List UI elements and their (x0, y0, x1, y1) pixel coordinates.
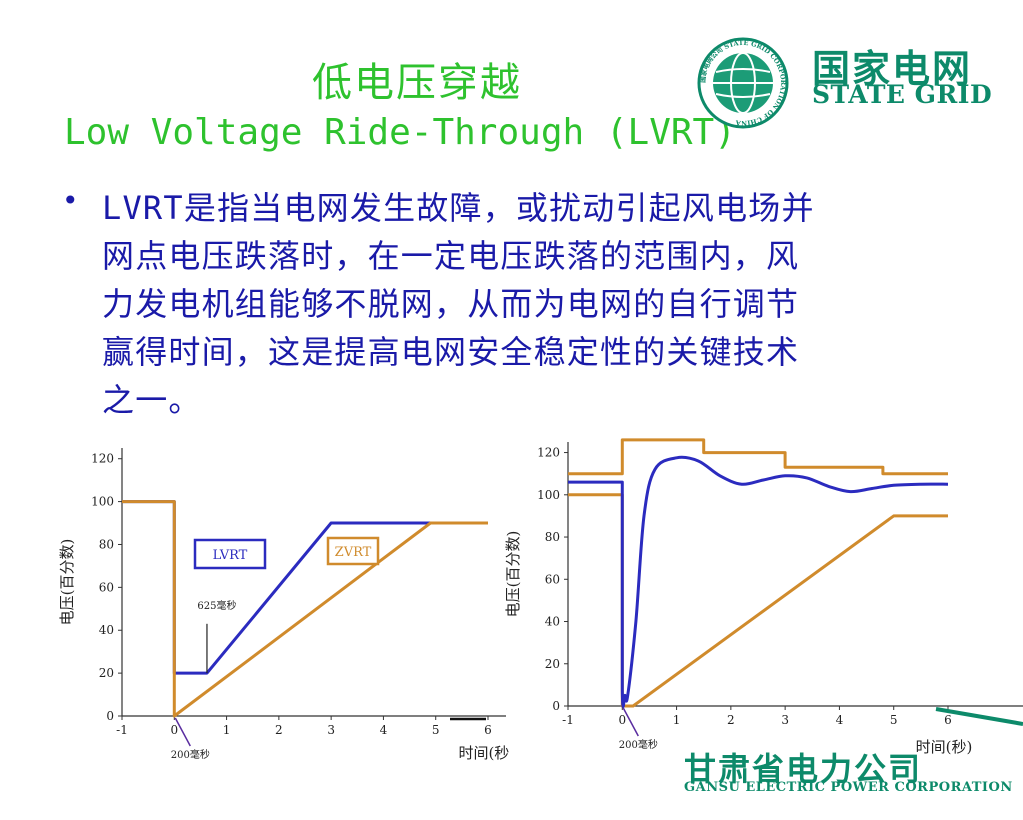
y-tick-label: 0 (552, 699, 560, 713)
annotation-leader (174, 717, 191, 747)
y-axis-label: 电压(百分数) (504, 531, 522, 618)
y-tick-label: 80 (545, 530, 560, 544)
bullet-text: LVRT是指当电网发生故障，或扰动引起风电场并 网点电压跌落时，在一定电压跌落的… (102, 184, 962, 424)
y-tick-label: 40 (99, 623, 114, 637)
gansu-company-name-chinese: 甘肃省电力公司 (684, 750, 923, 788)
legend-box-lvrt (193, 538, 267, 570)
slide-title-english: Low Voltage Ride-Through (LVRT) (64, 112, 736, 153)
annotation-625ms: 625毫秒 (197, 599, 236, 612)
y-tick-label: 80 (99, 537, 114, 551)
x-tick-label: -1 (562, 713, 574, 727)
y-tick-label: 40 (545, 615, 560, 629)
body-line: 力发电机组能够不脱网，从而为电网的自行调节 (102, 285, 800, 323)
x-tick-label: 4 (836, 713, 844, 727)
slide-title-chinese: 低电压穿越 (312, 60, 522, 106)
annotation-200ms: 200毫秒 (619, 738, 658, 751)
y-tick-label: 20 (99, 666, 114, 680)
y-axis-label: 电压(百分数) (58, 539, 76, 626)
x-tick-label: -1 (116, 723, 128, 737)
x-tick-label: 6 (484, 723, 492, 737)
y-tick-label: 100 (91, 495, 114, 509)
annotation-leader (622, 707, 639, 737)
x-tick-label: 5 (432, 723, 440, 737)
x-tick-label: 1 (673, 713, 681, 727)
x-tick-label: 2 (727, 713, 735, 727)
legend-label-lvrt: LVRT (213, 548, 248, 563)
bullet-marker: • (62, 184, 79, 217)
y-tick-label: 0 (106, 709, 114, 723)
gansu-company-name-english: GANSU ELECTRIC POWER CORPORATION (684, 780, 1013, 795)
body-line: 赢得时间，这是提高电网安全稳定性的关键技术 (102, 333, 800, 371)
x-axis-label: 时间(秒) (458, 744, 510, 762)
body-line: 网点电压跌落时，在一定电压跌落的范围内，风 (102, 237, 800, 275)
body-line: LVRT是指当电网发生故障，或扰动引起风电场并 (102, 189, 815, 227)
x-tick-label: 0 (618, 713, 626, 727)
y-tick-label: 60 (545, 572, 560, 586)
state-grid-globe-logo: 国家电网公司 STATE GRID CORPORATION OF CHINA (697, 37, 789, 129)
x-tick-label: 3 (327, 723, 335, 737)
series-line-zvrt (122, 500, 488, 718)
x-tick-label: 4 (380, 723, 388, 737)
legend-box-zvrt (326, 536, 380, 566)
x-tick-label: 1 (223, 723, 231, 737)
series-line-series-2 (568, 455, 949, 708)
series-line-lvrt (122, 500, 431, 675)
footer-stripe (935, 707, 1023, 726)
x-tick-label: 2 (275, 723, 283, 737)
state-grid-name-chinese: 国家电网 (812, 47, 973, 91)
body-line: 之一。 (102, 381, 202, 419)
legend-label-zvrt: ZVRT (335, 545, 372, 560)
x-tick-label: 5 (890, 713, 898, 727)
y-tick-label: 100 (537, 488, 560, 502)
y-tick-label: 20 (545, 657, 560, 671)
y-tick-label: 120 (537, 446, 560, 460)
annotation-200ms: 200毫秒 (171, 748, 210, 761)
series-line-series-1 (568, 493, 948, 708)
y-tick-label: 60 (99, 580, 114, 594)
x-tick-label: 0 (170, 723, 178, 737)
x-axis-label: 时间(秒) (916, 738, 973, 756)
series-line-series-0 (568, 438, 948, 476)
state-grid-name-english: STATE GRID (812, 80, 993, 109)
x-tick-label: 6 (944, 713, 952, 727)
x-tick-label: 3 (781, 713, 789, 727)
y-tick-label: 120 (91, 452, 114, 466)
